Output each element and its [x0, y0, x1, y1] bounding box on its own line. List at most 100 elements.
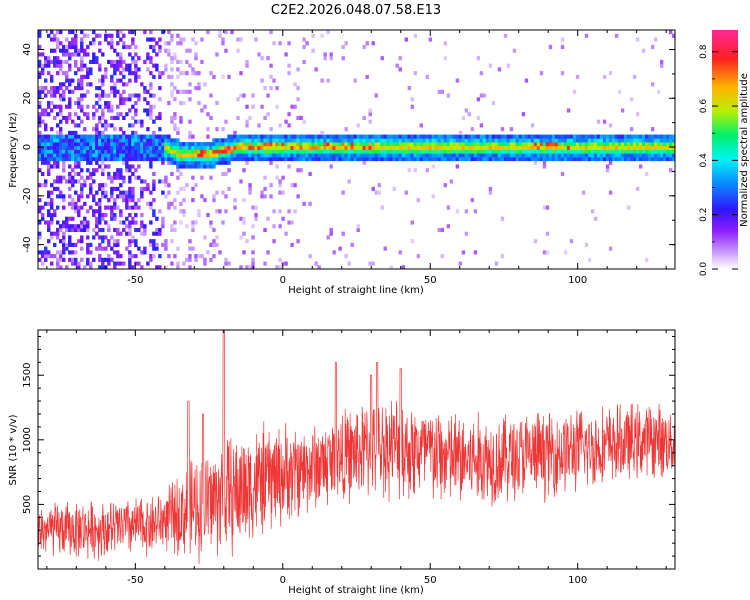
spectrogram-cell [86, 220, 90, 225]
spectrogram-cell [260, 153, 264, 158]
spectrogram-cell [152, 212, 156, 218]
spectrogram-cell [608, 138, 613, 143]
spectrogram-cell [407, 145, 411, 150]
spectrogram-cell [50, 100, 54, 106]
spectrogram-cell [287, 220, 291, 225]
spectrogram-cell [62, 164, 66, 169]
spectrogram-cell [308, 153, 312, 158]
spectrogram-cell [536, 145, 541, 150]
spectrogram-cell [203, 160, 207, 165]
spectrogram-cell [200, 254, 204, 259]
spectrogram-cell [368, 145, 372, 150]
spectrogram-cell [74, 59, 78, 65]
spectrogram-cell [269, 134, 273, 139]
spectrogram-cell [230, 142, 234, 147]
spectrogram-cell [191, 224, 195, 229]
spectrogram-cell [293, 145, 297, 150]
spectrogram-cell [62, 71, 66, 76]
spectrogram-cell [173, 123, 177, 128]
spectrogram-cell [203, 198, 207, 203]
spectrogram-cell [44, 78, 48, 83]
spectrogram-cell [47, 254, 51, 259]
spectrogram-cell [122, 149, 126, 154]
spectrogram-cell [110, 145, 114, 150]
spectrogram-cell [137, 119, 141, 124]
spectrogram-cell [149, 104, 153, 109]
spectrogram-cell [41, 108, 45, 113]
spectrogram-cell [44, 59, 48, 65]
spectrogram-cell [614, 153, 619, 158]
spectrogram-cell [482, 153, 487, 158]
spectrogram-cell [206, 212, 210, 218]
spectrogram-cell [59, 149, 63, 154]
spectrogram-cell [179, 156, 183, 162]
spectrogram-cell [326, 149, 330, 154]
spectrogram-cell [50, 108, 54, 113]
spectrogram-cell [290, 183, 294, 188]
spectrogram-cell [341, 231, 345, 236]
spectrogram-cell [245, 123, 249, 128]
spectrogram-cell [380, 205, 384, 210]
spectrogram-cell [44, 257, 48, 262]
spectrogram-cell [251, 153, 255, 158]
spectrogram-cell [599, 149, 604, 154]
spectrogram-cell [371, 138, 375, 143]
spectrogram-cell [68, 82, 72, 87]
spectrogram-cell [254, 138, 258, 143]
snr-x-tick-label: 100 [568, 575, 587, 586]
spectrogram-cell [236, 115, 240, 121]
spectrogram-cell [215, 190, 219, 195]
spectrogram-cell [377, 190, 381, 195]
spectrogram-cell [62, 257, 66, 262]
spectrogram-cell [569, 156, 574, 162]
spectrogram-cell [146, 100, 150, 106]
spectrogram-cell [110, 246, 114, 251]
spectrogram-cell [113, 149, 117, 154]
spectrogram-cell [77, 86, 81, 91]
spectrogram-cell [149, 44, 153, 50]
spectrogram-cell [626, 134, 631, 139]
spectrogram-cell [47, 201, 51, 206]
spectrogram-cell [200, 164, 204, 169]
spectrogram-cell [71, 145, 75, 150]
spectrogram-cell [290, 145, 294, 150]
spectrogram-cell [512, 145, 517, 150]
spectrogram-cell [431, 153, 436, 158]
spectrogram-cell [413, 33, 417, 38]
spectrogram-cell [326, 145, 330, 150]
spectrogram-cell [350, 134, 354, 139]
spectrogram-cell [557, 145, 562, 150]
spectrogram-cell [524, 145, 529, 150]
spectrogram-cell [266, 149, 270, 154]
snr-axis-ticks [38, 330, 675, 569]
spectrogram-cell [599, 145, 604, 150]
spectrogram-cell [527, 142, 532, 147]
spectrogram-cell [86, 44, 90, 50]
spectrogram-cell [143, 153, 147, 158]
spectrogram-cell [116, 59, 120, 65]
spectrogram-cell [86, 235, 90, 240]
spectrogram-cell [53, 242, 57, 247]
colorbar-tick-labels: 0.00.20.40.60.8 [699, 44, 709, 276]
spectrogram-cell [74, 52, 78, 57]
spectrogram-cell [518, 156, 523, 162]
spectrogram-cell [626, 205, 631, 210]
spectrogram-cell [188, 156, 192, 162]
spectrogram-cell [410, 149, 414, 154]
spectrogram-cell [326, 142, 330, 147]
spectrogram-cell [59, 130, 63, 135]
spectrogram-cell [110, 153, 114, 158]
spectrogram-cell [74, 205, 78, 210]
spectrogram-cell [359, 156, 363, 162]
spectrogram-cell [479, 134, 484, 139]
spectrogram-cell [320, 130, 324, 135]
spectrogram-cell [191, 227, 195, 233]
spectrogram-cell [83, 138, 87, 143]
spectrogram-cell [191, 71, 195, 76]
spectrogram-cell [116, 242, 120, 247]
spectrogram-cell [209, 145, 213, 150]
spectrogram-cell [476, 138, 481, 143]
spectrogram-cell [272, 134, 276, 139]
spectrogram-cell [404, 149, 408, 154]
spectrogram-cell [323, 52, 327, 57]
